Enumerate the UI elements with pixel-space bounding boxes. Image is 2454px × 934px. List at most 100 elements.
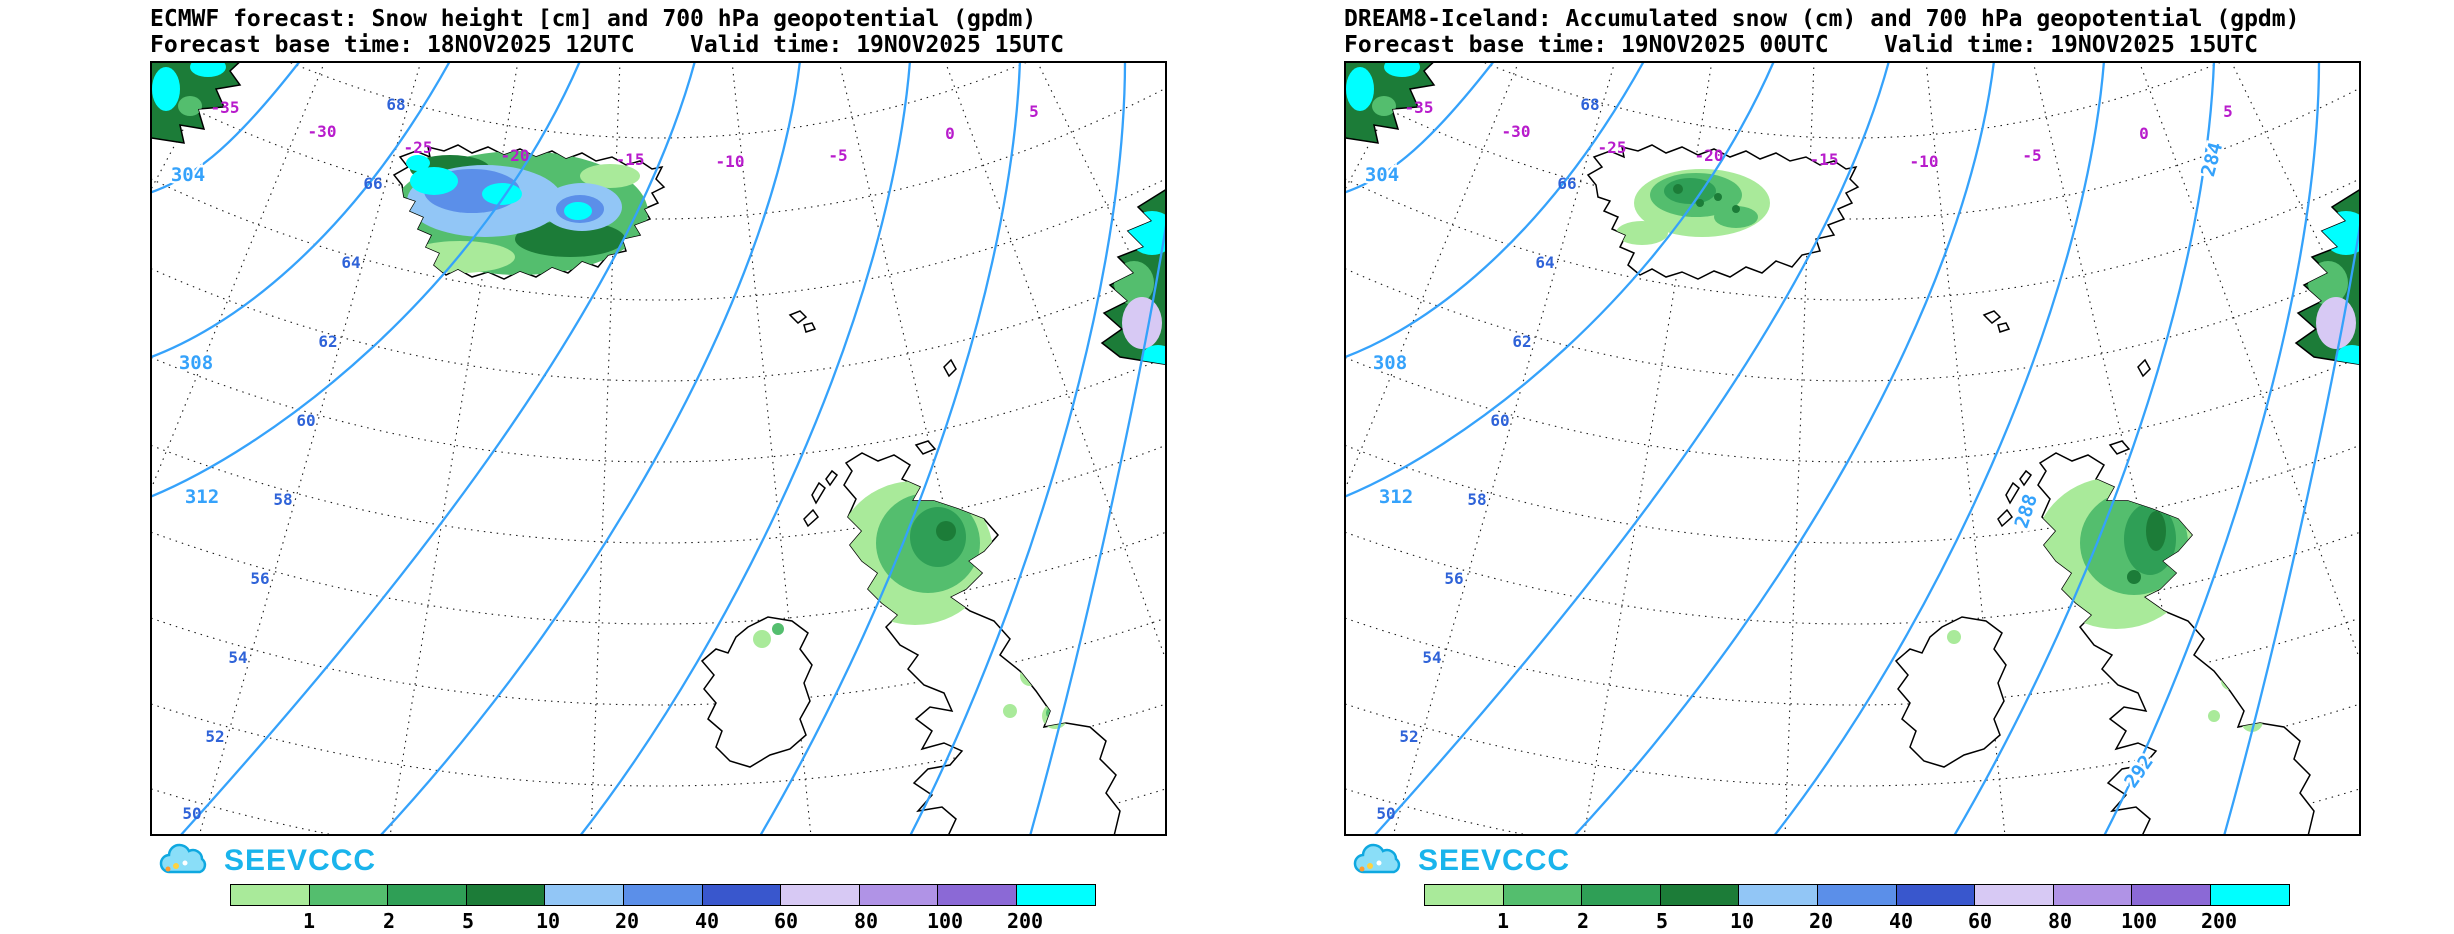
- lat-label-9: 50: [182, 804, 201, 823]
- legend-swatch: [1895, 884, 1976, 906]
- legend-label: 2: [382, 909, 396, 933]
- lat-label-3: 62: [318, 332, 337, 351]
- contour-label-304: 304: [1365, 164, 1399, 186]
- lat-label-9: 50: [1376, 804, 1395, 823]
- legend-label: 80: [2047, 909, 2073, 933]
- logo-text: SEEVCCC: [1418, 844, 1571, 877]
- legend-label: 60: [1967, 909, 1993, 933]
- lon-label-0: -35: [1405, 98, 1434, 117]
- cloud-logo-icon: [159, 843, 207, 874]
- lat-label-8: 52: [1399, 727, 1418, 746]
- legend-swatch: [1659, 884, 1740, 906]
- lat-label-2: 64: [341, 253, 360, 272]
- lon-label-1: -30: [1502, 122, 1531, 141]
- lon-label-5: -10: [1910, 152, 1939, 171]
- lon-label-6: -5: [2022, 146, 2041, 165]
- lat-label-0: 68: [1580, 95, 1599, 114]
- lat-label-7: 54: [228, 648, 247, 667]
- longitude-labels: -35 -30 -25 -20 -15 -10 -5 0 5: [1405, 98, 2233, 171]
- legend-label: 5: [1655, 909, 1669, 933]
- map-frame: [1344, 61, 2361, 836]
- legend-label: 200: [2200, 909, 2238, 933]
- legend-swatch: [465, 884, 546, 906]
- legend-swatch: [2209, 884, 2290, 906]
- legend-label: 100: [2120, 909, 2158, 933]
- legend-label: 40: [694, 909, 720, 933]
- panel-subtitle: Forecast base time: 19NOV2025 00UTC Vali…: [1344, 32, 2258, 58]
- lat-label-6: 56: [1444, 569, 1463, 588]
- lon-label-4: -15: [1810, 150, 1839, 169]
- lat-label-3: 62: [1512, 332, 1531, 351]
- contour-label-304: 304: [171, 164, 205, 186]
- lat-label-4: 60: [296, 411, 315, 430]
- snow-shading-ireland: [1947, 630, 1961, 644]
- legend-swatch: [1424, 884, 1504, 906]
- legend-label: 1: [1496, 909, 1510, 933]
- lat-label-1: 66: [363, 174, 382, 193]
- legend-swatch: [2052, 884, 2133, 906]
- legend-swatch: [2131, 884, 2211, 906]
- legend-label: 80: [853, 909, 879, 933]
- contour-label-308: 308: [179, 352, 213, 374]
- contour-label-312: 312: [185, 486, 219, 508]
- latitude-labels: 68 66 64 62 60 58 56 54 52 50: [182, 95, 405, 823]
- legend-swatch: [1738, 884, 1818, 906]
- seevccc-logo: SEEVCCC: [1344, 841, 2361, 881]
- snow-shading-scotland: [844, 481, 1068, 729]
- snow-shading-ireland: [753, 623, 784, 648]
- lat-label-5: 58: [1467, 490, 1486, 509]
- lon-label-7: 0: [2139, 124, 2149, 143]
- legend-swatch: [1974, 884, 2054, 906]
- seevccc-logo: SEEVCCC: [150, 841, 1167, 881]
- lon-label-4: -15: [616, 150, 645, 169]
- legend-label: 60: [773, 909, 799, 933]
- lat-label-5: 58: [273, 490, 292, 509]
- lon-label-0: -35: [211, 98, 240, 117]
- legend-swatch: [230, 884, 310, 906]
- lon-label-8: 5: [2223, 102, 2233, 121]
- legend-label: 2: [1576, 909, 1590, 933]
- logo-text: SEEVCCC: [224, 844, 377, 877]
- lon-label-2: -25: [404, 138, 433, 157]
- legend-bar: [1424, 884, 2300, 906]
- legend-swatch: [1502, 884, 1583, 906]
- cloud-logo-icon: [1353, 843, 1401, 874]
- map-dream8: -35 -30 -25 -20 -15 -10 -5 0 5 68 66 64 …: [1344, 61, 2361, 836]
- lat-label-6: 56: [250, 569, 269, 588]
- legend-label: 100: [926, 909, 964, 933]
- contour-label-284: 284: [2197, 140, 2227, 179]
- panel-ecmwf: ECMWF forecast: Snow height [cm] and 700…: [150, 6, 1167, 934]
- panel-title: ECMWF forecast: Snow height [cm] and 700…: [150, 6, 1037, 32]
- legend-swatch: [1816, 884, 1897, 906]
- lon-label-6: -5: [828, 146, 847, 165]
- snow-shading-iceland: [1616, 169, 1770, 245]
- lat-label-8: 52: [205, 727, 224, 746]
- legend-label: 5: [461, 909, 475, 933]
- lon-label-3: -20: [1695, 146, 1724, 165]
- legend-label: 10: [535, 909, 561, 933]
- legend-label: 10: [1729, 909, 1755, 933]
- legend-label: 1: [302, 909, 316, 933]
- lon-label-8: 5: [1029, 102, 1039, 121]
- legend-label: 40: [1888, 909, 1914, 933]
- legend-swatch: [622, 884, 703, 906]
- legend-swatch: [780, 884, 860, 906]
- legend-swatch: [858, 884, 939, 906]
- map-ecmwf: -35 -30 -25 -20 -15 -10 -5 0 5 68 66 64 …: [150, 61, 1167, 836]
- lon-label-5: -10: [716, 152, 745, 171]
- lon-label-2: -25: [1598, 138, 1627, 157]
- legend-bar: [230, 884, 1106, 906]
- legend-label: 20: [614, 909, 640, 933]
- lon-label-1: -30: [308, 122, 337, 141]
- contour-label-312: 312: [1379, 486, 1413, 508]
- lat-label-7: 54: [1422, 648, 1441, 667]
- map-frame: [150, 61, 1167, 836]
- contour-label-288: 288: [2011, 491, 2043, 530]
- panel-subtitle: Forecast base time: 18NOV2025 12UTC Vali…: [150, 32, 1064, 58]
- panel-footer: SEEVCCC 1 2 5 10 20 40 60 80: [150, 841, 1167, 934]
- contour-label-308: 308: [1373, 352, 1407, 374]
- lat-label-1: 66: [1557, 174, 1576, 193]
- contour-labels: 304 308 312: [168, 162, 221, 511]
- legend-swatch: [1015, 884, 1096, 906]
- lon-label-7: 0: [945, 124, 955, 143]
